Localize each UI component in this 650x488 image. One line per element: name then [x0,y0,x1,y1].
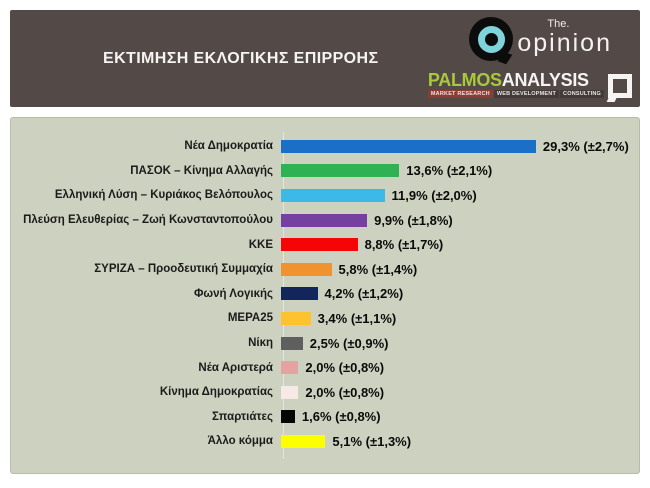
bar [281,336,303,350]
opinion-eye-icon [469,17,514,61]
palmos-logo-text: PALMOSANALYSIS MARKET RESEARCH WEB DEVEL… [427,71,604,98]
bar [281,361,299,375]
chart-row: Νέα Δημοκρατία 29,3% (±2,7%) [11,134,639,159]
bar-wrap: 2,0% (±0,8%) [281,360,639,375]
bar [281,311,311,325]
party-label: Νίκη [248,337,273,350]
bar [281,139,536,153]
party-label: ΚΚΕ [248,238,273,251]
opinion-logo-name: opinion [517,29,612,57]
chart-row: Φωνή Λογικής 4,2% (±1,2%) [11,282,639,307]
palmos-analysis-logo: PALMOSANALYSIS MARKET RESEARCH WEB DEVEL… [427,71,632,98]
palmos-logo-wordmark: PALMOSANALYSIS [428,71,604,89]
bar-wrap: 8,8% (±1,7%) [281,237,639,252]
page-title: ΕΚΤΙΜΗΣΗ ΕΚΛΟΓΙΚΗΣ ΕΠΙΡΡΟΗΣ [103,49,379,67]
value-label: 2,0% (±0,8%) [305,384,385,400]
value-label: 29,3% (±2,7%) [542,138,629,154]
header-bar: ΕΚΤΙΜΗΣΗ ΕΚΛΟΓΙΚΗΣ ΕΠΙΡΡΟΗΣ The. opinion… [10,10,640,107]
bar-wrap: 11,9% (±2,0%) [281,188,639,203]
bar [281,262,332,276]
opinion-logo-text: The. opinion [517,15,612,56]
bar-wrap: 9,9% (±1,8%) [281,213,639,228]
bar [281,188,385,202]
palmos-tagline-consulting: CONSULTING [560,90,604,98]
opinion-logo-the: The. [547,18,570,30]
value-label: 2,5% (±0,9%) [309,335,389,351]
bar [281,287,318,301]
bar [281,164,400,178]
opinion-ring-icon [477,25,505,53]
chart-row: ΣΥΡΙΖΑ – Προοδευτική Συμμαχία 5,8% (±1,4%… [11,257,639,282]
chart-rows: Νέα Δημοκρατία 29,3% (±2,7%) ΠΑΣΟΚ – Κίνημ… [11,134,639,454]
bar-wrap: 5,8% (±1,4%) [281,262,639,277]
chart-row: ΠΑΣΟΚ – Κίνημα Αλλαγής 13,6% (±2,1%) [11,159,639,184]
bar [281,410,295,424]
palmos-logo-part2: ANALYSIS [501,70,589,90]
bar-wrap: 1,6% (±0,8%) [281,409,639,424]
bar [281,434,326,448]
party-label: Σπαρτιάτες [211,410,273,423]
chart-row: ΚΚΕ 8,8% (±1,7%) [11,232,639,257]
party-label: Πλεύση Ελευθερίας – Ζωή Κωνσταντοπούλου [23,214,273,227]
bar [281,238,358,252]
chart-row: Νέα Αριστερά 2,0% (±0,8%) [11,355,639,380]
value-label: 9,9% (±1,8%) [374,212,453,228]
chart-row: ΜΕΡΑ25 3,4% (±1,1%) [11,306,639,331]
party-label: ΣΥΡΙΖΑ – Προοδευτική Συμμαχία [94,263,273,276]
value-label: 8,8% (±1,7%) [364,237,444,253]
value-label: 5,1% (±1,3%) [332,433,412,449]
value-label: 13,6% (±2,1%) [406,163,493,179]
bar-wrap: 4,2% (±1,2%) [281,286,639,301]
party-label: Άλλο κόμμα [207,435,273,448]
value-label: 4,2% (±1,2%) [324,286,404,302]
bar-wrap: 29,3% (±2,7%) [281,139,639,154]
bar-wrap: 3,4% (±1,1%) [281,311,639,326]
palmos-bubble-icon [608,74,632,98]
party-label: Νέα Δημοκρατία [184,140,273,153]
the-opinion-logo: The. opinion [469,15,612,61]
value-label: 1,6% (±0,8%) [301,409,381,425]
palmos-tagline: MARKET RESEARCH WEB DEVELOPMENT CONSULTI… [427,90,604,98]
value-label: 5,8% (±1,4%) [338,261,418,277]
chart-panel: Νέα Δημοκρατία 29,3% (±2,7%) ΠΑΣΟΚ – Κίνημ… [10,117,640,474]
value-label: 11,9% (±2,0%) [391,187,477,203]
bar [281,213,368,227]
chart-row: Ελληνική Λύση – Κυριάκος Βελόπουλος 11,9%… [11,183,639,208]
bar-wrap: 5,1% (±1,3%) [281,434,639,449]
chart-row: Άλλο κόμμα 5,1% (±1,3%) [11,429,639,454]
bar [281,385,299,399]
palmos-tagline-web-development: WEB DEVELOPMENT [493,90,560,98]
palmos-tagline-market-research: MARKET RESEARCH [427,90,493,98]
chart-row: Νίκη 2,5% (±0,9%) [11,331,639,356]
bar-wrap: 2,0% (±0,8%) [281,385,639,400]
bar-wrap: 2,5% (±0,9%) [281,336,639,351]
party-label: ΠΑΣΟΚ – Κίνημα Αλλαγής [130,164,273,177]
value-label: 2,0% (±0,8%) [305,360,385,376]
chart-row: Κίνημα Δημοκρατίας 2,0% (±0,8%) [11,380,639,405]
party-label: Ελληνική Λύση – Κυριάκος Βελόπουλος [54,189,273,202]
party-label: Φωνή Λογικής [193,287,273,300]
party-label: ΜΕΡΑ25 [227,312,273,325]
bar-wrap: 13,6% (±2,1%) [281,163,639,178]
party-label: Κίνημα Δημοκρατίας [159,386,273,399]
value-label: 3,4% (±1,1%) [317,310,397,326]
chart-row: Σπαρτιάτες 1,6% (±0,8%) [11,405,639,430]
chart-row: Πλεύση Ελευθερίας – Ζωή Κωνσταντοπούλου 9… [11,208,639,233]
party-label: Νέα Αριστερά [198,361,273,374]
palmos-logo-part1: PALMOS [427,70,502,90]
